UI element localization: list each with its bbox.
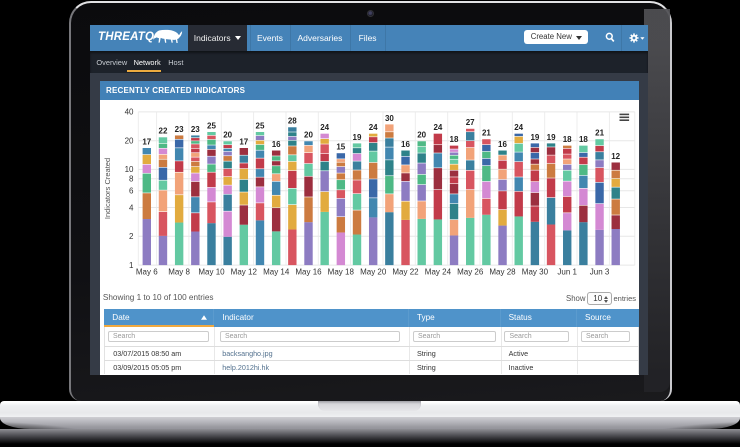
svg-text:10: 10: [124, 165, 133, 174]
svg-text:May 22: May 22: [392, 267, 419, 276]
svg-text:20: 20: [124, 137, 133, 146]
svg-text:20: 20: [304, 131, 313, 140]
svg-text:May 30: May 30: [521, 267, 548, 276]
svg-text:17: 17: [142, 138, 151, 147]
svg-text:May 28: May 28: [489, 267, 516, 276]
svg-text:4: 4: [129, 203, 134, 212]
svg-text:8: 8: [129, 175, 134, 184]
svg-text:24: 24: [433, 123, 442, 132]
svg-text:May 16: May 16: [295, 267, 322, 276]
svg-text:May 14: May 14: [263, 267, 290, 276]
svg-text:20: 20: [417, 131, 426, 140]
svg-text:May 8: May 8: [168, 267, 190, 276]
svg-text:40: 40: [124, 108, 133, 117]
svg-text:23: 23: [174, 125, 183, 134]
svg-text:Jun 3: Jun 3: [589, 267, 609, 276]
svg-text:May 12: May 12: [230, 267, 257, 276]
svg-text:19: 19: [546, 133, 555, 142]
svg-text:21: 21: [482, 129, 491, 138]
svg-text:15: 15: [336, 143, 345, 152]
svg-text:18: 18: [449, 135, 458, 144]
svg-text:May 26: May 26: [457, 267, 484, 276]
svg-text:Indicators Created: Indicators Created: [102, 158, 111, 219]
svg-text:19: 19: [352, 133, 361, 142]
svg-text:18: 18: [562, 135, 571, 144]
svg-text:22: 22: [158, 127, 167, 136]
svg-text:17: 17: [239, 138, 248, 147]
svg-text:30: 30: [385, 114, 394, 123]
svg-text:6: 6: [129, 187, 134, 196]
svg-text:Jun 1: Jun 1: [557, 267, 577, 276]
svg-text:16: 16: [401, 140, 410, 149]
svg-text:12: 12: [611, 152, 620, 161]
svg-text:24: 24: [368, 123, 377, 132]
svg-text:16: 16: [498, 140, 507, 149]
svg-text:20: 20: [223, 131, 232, 140]
svg-text:May 18: May 18: [327, 267, 354, 276]
svg-text:23: 23: [191, 125, 200, 134]
svg-text:21: 21: [595, 129, 604, 138]
svg-text:May 10: May 10: [198, 267, 225, 276]
svg-text:18: 18: [579, 135, 588, 144]
svg-text:16: 16: [271, 140, 280, 149]
svg-text:1: 1: [129, 261, 134, 270]
svg-text:25: 25: [207, 122, 216, 131]
svg-text:24: 24: [320, 123, 329, 132]
svg-text:25: 25: [255, 122, 264, 131]
svg-text:19: 19: [530, 133, 539, 142]
svg-text:May 20: May 20: [360, 267, 387, 276]
svg-text:2: 2: [129, 232, 134, 241]
svg-text:May 6: May 6: [136, 267, 158, 276]
svg-text:28: 28: [288, 117, 297, 126]
svg-text:May 24: May 24: [424, 267, 451, 276]
svg-text:27: 27: [465, 118, 474, 127]
svg-text:24: 24: [514, 123, 523, 132]
